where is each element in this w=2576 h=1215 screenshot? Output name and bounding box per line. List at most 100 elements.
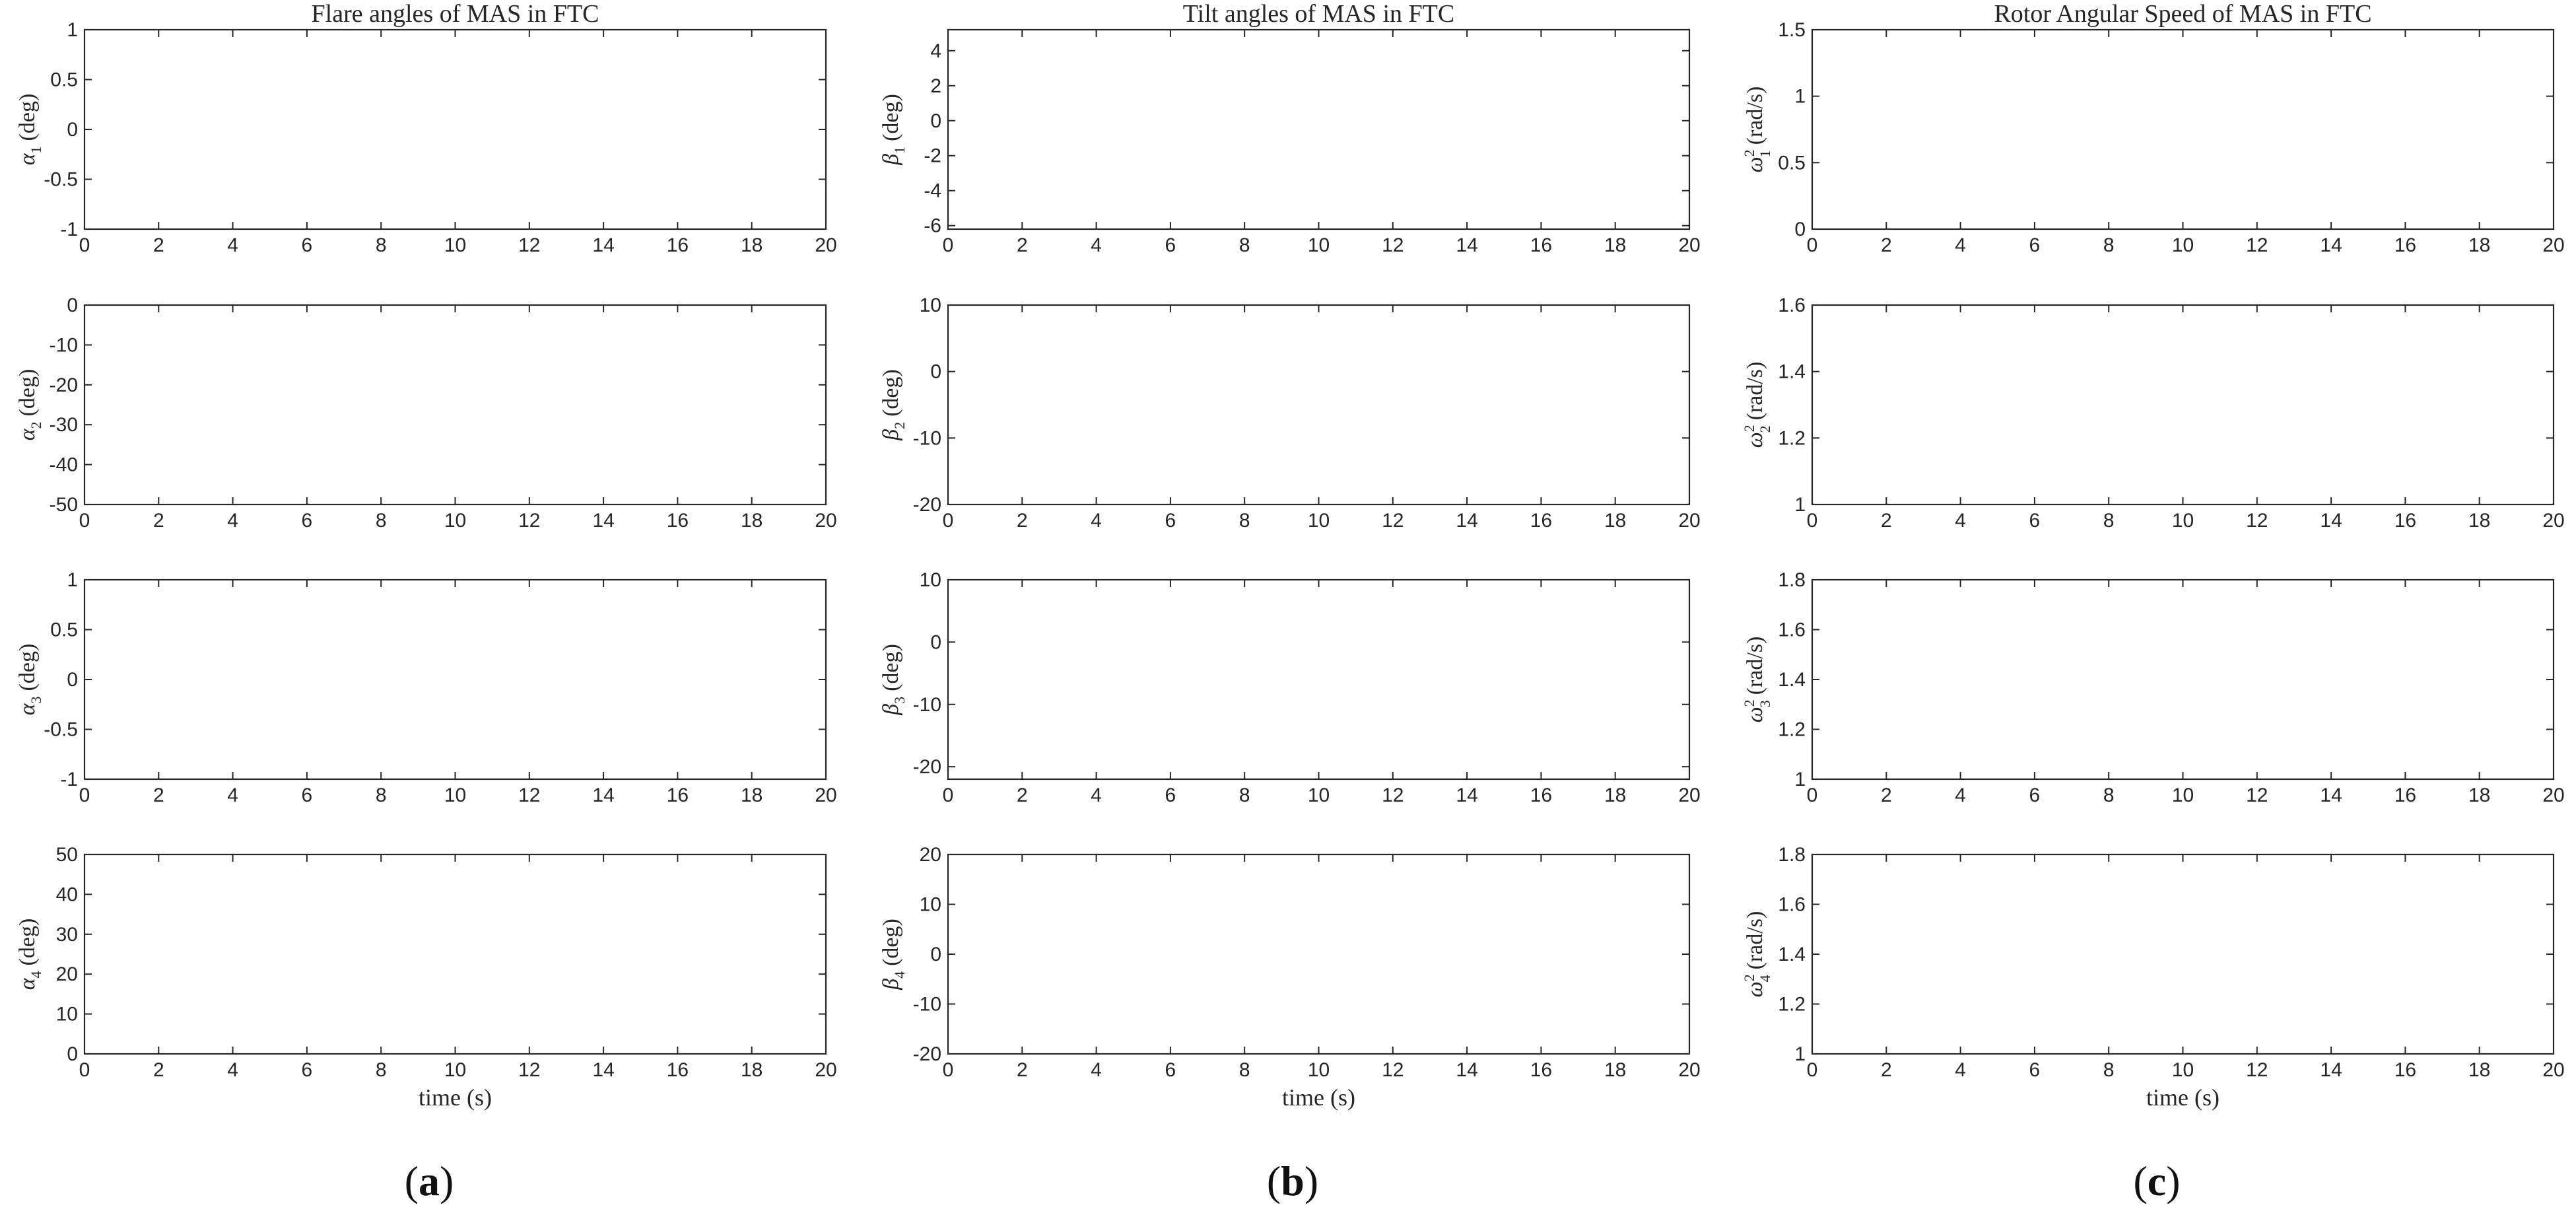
x-tick-label: 18 bbox=[2468, 1059, 2490, 1081]
y-label-subscript: 2 bbox=[28, 421, 44, 429]
y-label-symbol: β bbox=[879, 154, 903, 166]
y-label-superscript: 2 bbox=[1741, 425, 1757, 432]
x-tick-label: 10 bbox=[1308, 510, 1330, 532]
x-tick-label: 20 bbox=[2542, 1059, 2564, 1081]
panel-tags: (a) (b) (c) bbox=[405, 1158, 2181, 1204]
y-label-superscript: 2 bbox=[1741, 149, 1757, 156]
x-tick-label: 14 bbox=[2320, 784, 2342, 806]
y-label-symbol: ω bbox=[1743, 432, 1767, 448]
y-tick-label: 0.5 bbox=[1778, 152, 1806, 174]
x-tick-label: 6 bbox=[302, 510, 313, 532]
y-tick-label: 50 bbox=[56, 844, 78, 866]
x-tick-label: 4 bbox=[1955, 1059, 1966, 1081]
x-tick-label: 20 bbox=[815, 1059, 836, 1081]
x-tick-label: 4 bbox=[227, 1059, 238, 1081]
y-label-unit: (deg) bbox=[879, 644, 903, 691]
panel-tag-b: (b) bbox=[1267, 1158, 1318, 1204]
y-tick-label: -20 bbox=[50, 374, 78, 396]
x-tick-label: 14 bbox=[592, 510, 614, 532]
x-tick-label: 8 bbox=[2103, 510, 2115, 532]
y-label-subscript: 4 bbox=[1757, 975, 1773, 982]
subplot-omega4: 0 2 4 6 8 10 12 14 16 18 2011.21.41.61.8ω24(rad/s)… bbox=[1741, 844, 2565, 1111]
panel-tag-letter: c bbox=[2148, 1158, 2166, 1204]
x-tick-label: 18 bbox=[2468, 234, 2490, 256]
subplot-beta1: 0 2 4 6 8 10 12 14 16 18 20 -6 -4 -2 0 2 4 β1 (deg) bbox=[879, 28, 1701, 256]
y-tick-label: 40 bbox=[56, 884, 78, 905]
x-tick-label: 0 bbox=[943, 510, 954, 532]
x-tick-label: 6 bbox=[1165, 1059, 1176, 1081]
axes-frame bbox=[1811, 853, 2555, 1055]
y-label-unit: (deg) bbox=[879, 369, 903, 417]
x-tick-label: 8 bbox=[2103, 784, 2115, 806]
x-tick-label: 8 bbox=[376, 1059, 387, 1081]
x-tick-label: 2 bbox=[1017, 234, 1028, 256]
x-tick-label: 16 bbox=[667, 784, 689, 806]
x-tick-label: 4 bbox=[227, 510, 238, 532]
x-tick-label: 12 bbox=[1382, 510, 1404, 532]
y-tick-label: -0.5 bbox=[44, 719, 78, 741]
x-tick-label: 14 bbox=[592, 1059, 614, 1081]
y-label-subscript: 3 bbox=[1757, 700, 1773, 707]
x-tick-label: 10 bbox=[1308, 1059, 1330, 1081]
x-tick-label: 2 bbox=[1881, 1059, 1892, 1081]
x-tick-label: 0 bbox=[79, 1059, 90, 1081]
y-tick-label: -10 bbox=[913, 427, 941, 449]
x-tick-label: 10 bbox=[2172, 234, 2194, 256]
y-label-subscript: 1 bbox=[891, 147, 908, 154]
y-axis-label: ω22 (rad/s) bbox=[1741, 362, 1773, 448]
y-tick-label: 1.4 bbox=[1778, 669, 1806, 691]
x-tick-label: 2 bbox=[153, 784, 164, 806]
x-tick-label: 20 bbox=[1678, 510, 1700, 532]
x-tick-label: 18 bbox=[1604, 510, 1626, 532]
y-label-superscript: 2 bbox=[1741, 974, 1757, 981]
x-tick-label: 10 bbox=[1308, 234, 1330, 256]
y-tick-label: -6 bbox=[924, 215, 941, 237]
y-label-symbol: α bbox=[15, 977, 40, 990]
x-tick-label: 2 bbox=[1017, 1059, 1028, 1081]
y-tick-label: -10 bbox=[50, 334, 78, 356]
y-tick-label: 1 bbox=[67, 569, 78, 591]
y-tick-label: -40 bbox=[50, 454, 78, 476]
axes-frame bbox=[1811, 578, 2555, 781]
y-axis-label: ω23 (rad/s) bbox=[1741, 637, 1773, 723]
y-label-subscript: 3 bbox=[891, 697, 908, 704]
x-tick-label: 8 bbox=[1239, 1059, 1250, 1081]
y-tick-label: 10 bbox=[56, 1004, 78, 1025]
y-label-symbol: ω bbox=[1743, 981, 1767, 997]
y-tick-label: -30 bbox=[50, 414, 78, 436]
x-tick-label: 12 bbox=[2246, 510, 2268, 532]
y-label-unit: (rad/s) bbox=[1743, 362, 1767, 421]
y-tick-label: 0 bbox=[67, 295, 78, 316]
y-label-symbol: β bbox=[879, 429, 903, 441]
x-tick-label: 14 bbox=[592, 234, 614, 256]
y-tick-label: 0 bbox=[1794, 219, 1806, 240]
x-tick-label: 2 bbox=[153, 510, 164, 532]
y-axis-label: α4 (deg) bbox=[15, 919, 44, 990]
y-tick-label: -20 bbox=[913, 756, 941, 778]
y-label-symbol: α bbox=[15, 428, 40, 440]
x-tick-label: 12 bbox=[2246, 784, 2268, 806]
y-tick-label: 0 bbox=[930, 110, 941, 132]
y-axis-label: α1 (deg) bbox=[15, 94, 44, 166]
x-tick-label: 14 bbox=[1456, 784, 1477, 806]
x-tick-label: 10 bbox=[2172, 1059, 2194, 1081]
axes-frame bbox=[947, 28, 1691, 230]
y-label-symbol: α bbox=[15, 153, 40, 165]
x-tick-label: 0 bbox=[1807, 1059, 1818, 1081]
y-axis-label: ω24 (rad/s) bbox=[1741, 911, 1773, 998]
x-tick-label: 6 bbox=[1165, 510, 1176, 532]
y-tick-label: -20 bbox=[913, 494, 941, 516]
y-label-superscript: 2 bbox=[1741, 699, 1757, 707]
x-tick-label: 6 bbox=[2029, 784, 2041, 806]
y-tick-label: 1.4 bbox=[1778, 361, 1806, 383]
x-tick-label: 16 bbox=[1530, 234, 1552, 256]
x-tick-label: 20 bbox=[1678, 784, 1700, 806]
x-tick-label: 4 bbox=[227, 784, 238, 806]
x-tick-label: 0 bbox=[1807, 234, 1818, 256]
x-tick-label: 18 bbox=[1604, 784, 1626, 806]
y-tick-label: 0 bbox=[930, 361, 941, 383]
x-tick-label: 10 bbox=[2172, 784, 2194, 806]
